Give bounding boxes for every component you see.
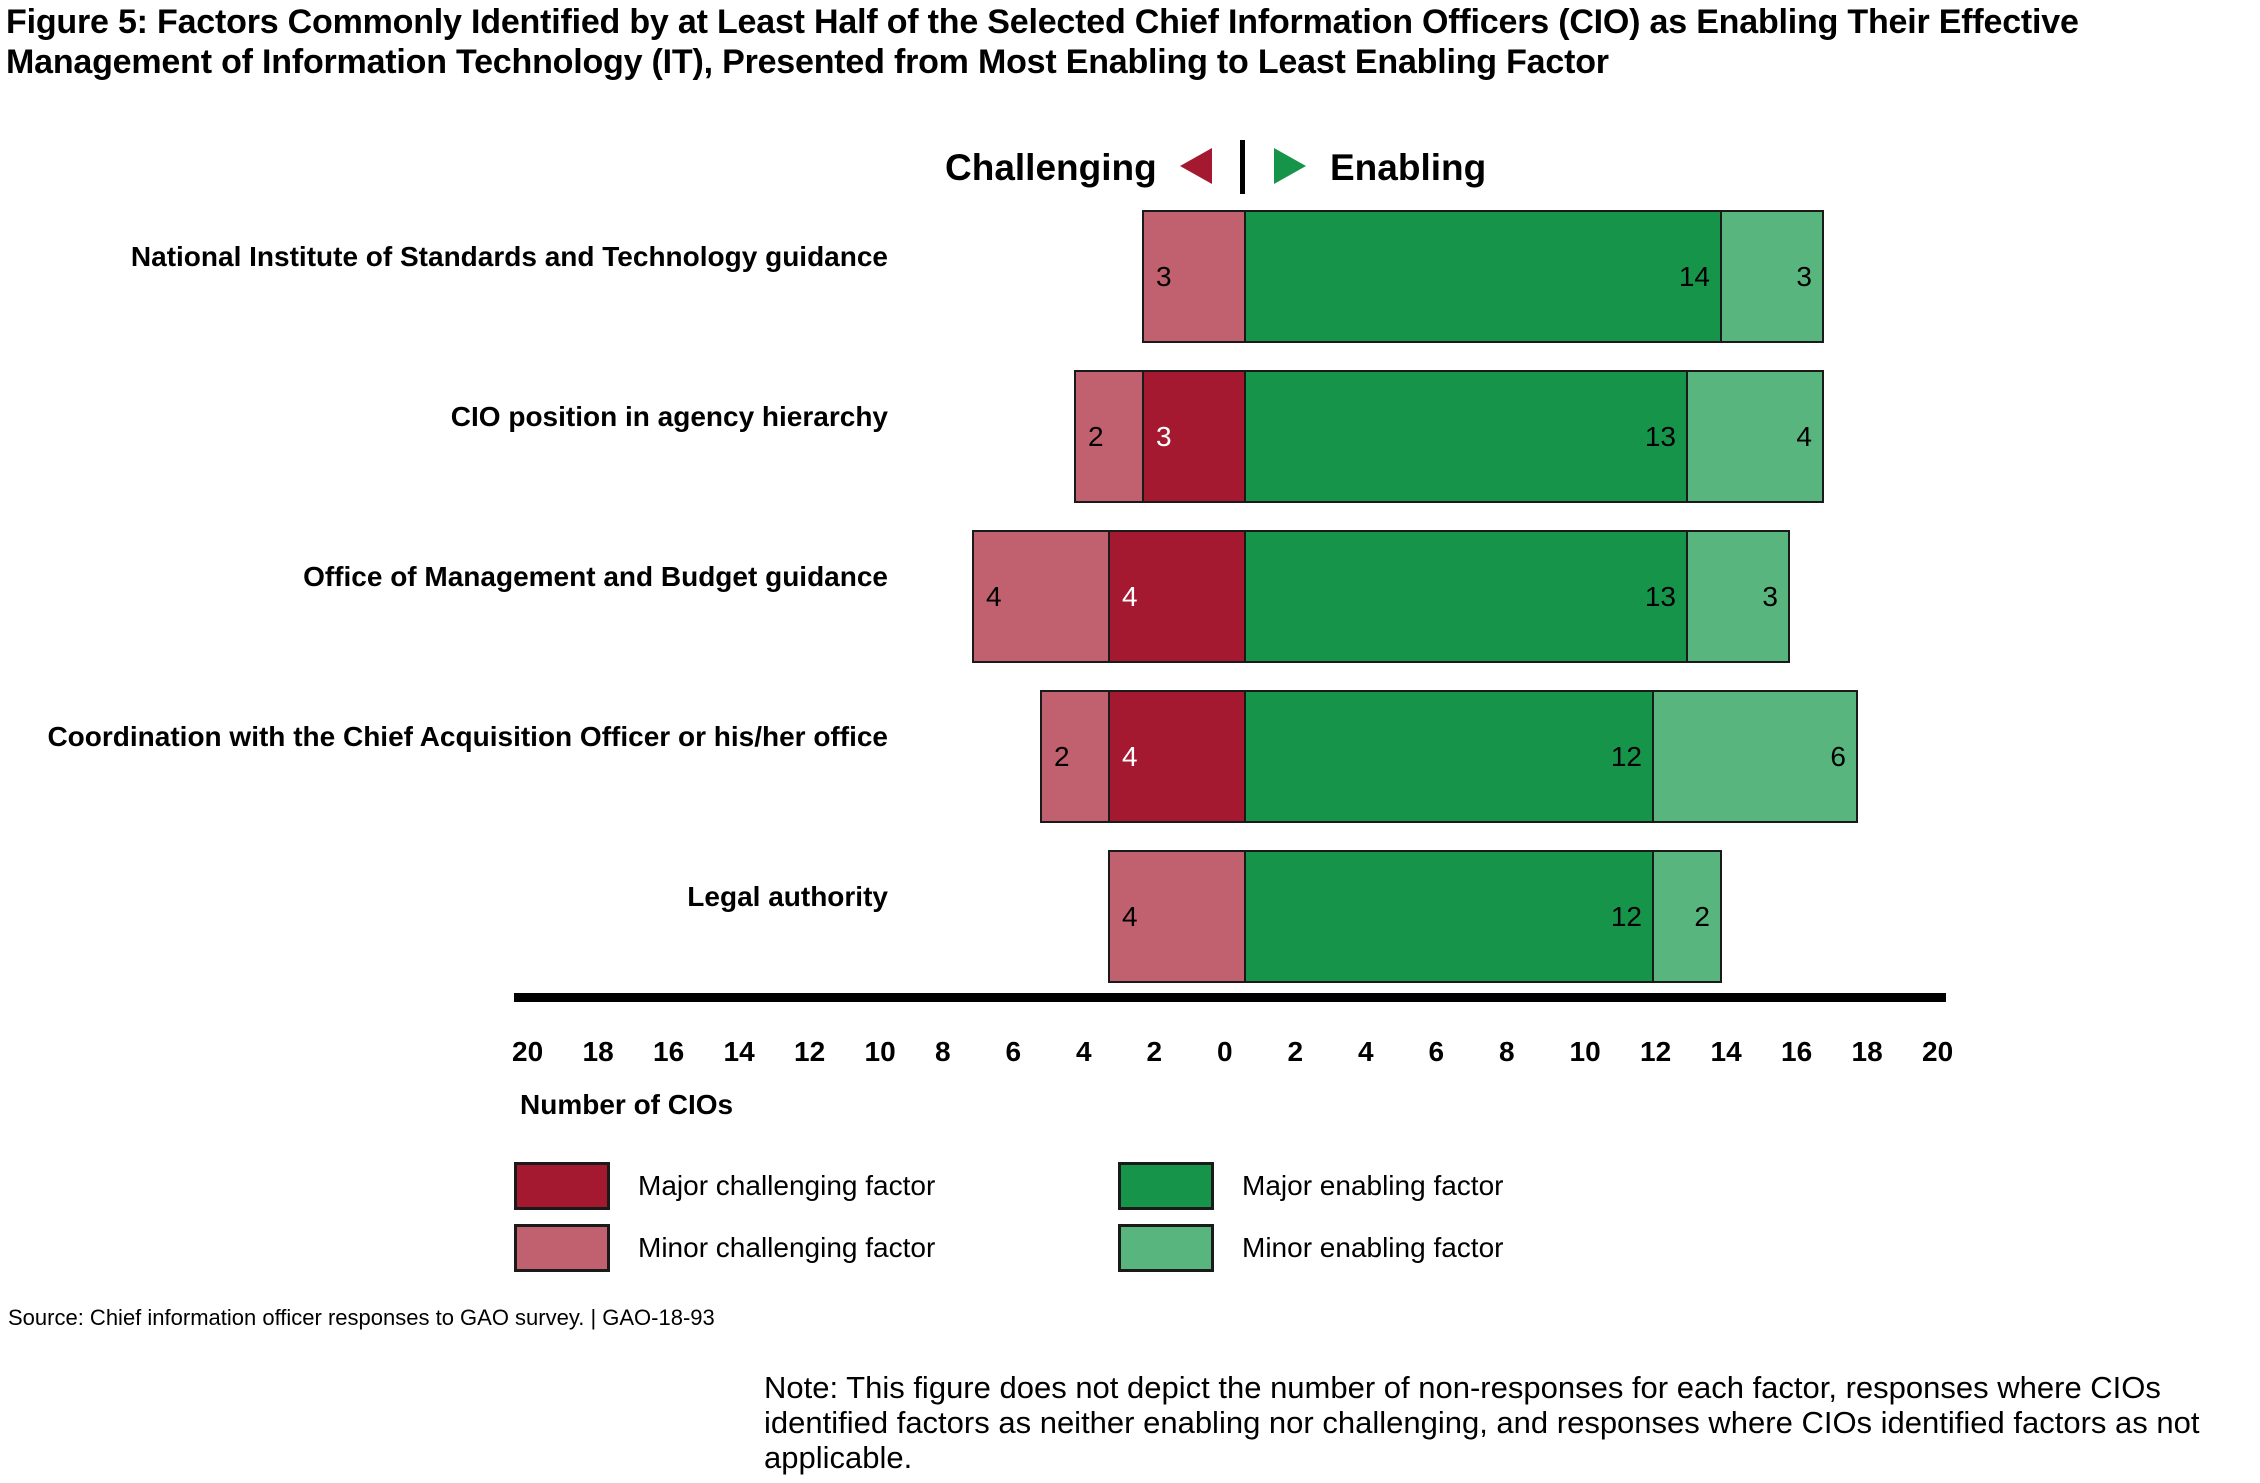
left-arrow-icon — [1180, 148, 1212, 184]
center-divider — [1240, 140, 1245, 194]
legend-swatch — [514, 1162, 610, 1210]
bar-segment-minor-challenging: 4 — [1108, 850, 1246, 983]
legend-swatch — [1118, 1162, 1214, 1210]
x-tick-label: 2 — [1146, 1036, 1163, 1067]
challenging-header: Challenging — [945, 147, 1157, 188]
bar-segment-major-enabling: 12 — [1244, 690, 1654, 823]
x-tick-label: 18 — [582, 1036, 614, 1067]
figure-title: Figure 5: Factors Commonly Identified by… — [6, 3, 2079, 81]
data-label: 3 — [1156, 260, 1172, 292]
legend-item-major-enabling: Major enabling factor — [1118, 1160, 1503, 1212]
x-tick-label: 12 — [1640, 1036, 1672, 1067]
data-label: 2 — [1088, 420, 1104, 452]
x-tick-label: 4 — [1076, 1036, 1092, 1067]
data-label: 4 — [1122, 900, 1138, 932]
x-tick-label: 2 — [1287, 1036, 1304, 1067]
x-tick-label: 4 — [1358, 1036, 1374, 1067]
x-axis-label: Number of CIOs — [520, 1089, 734, 1120]
data-label: 3 — [1156, 420, 1172, 452]
bar-segment-minor-challenging: 4 — [972, 530, 1110, 663]
x-tick-label: 6 — [1428, 1036, 1445, 1067]
category-label: Legal authority — [687, 881, 888, 912]
legend-swatch — [514, 1224, 610, 1272]
bar-segment-major-challenging: 4 — [1108, 530, 1246, 663]
data-label: 3 — [1796, 260, 1812, 292]
bar-segment-major-challenging: 3 — [1142, 370, 1246, 503]
legend-label: Major challenging factor — [638, 1170, 936, 1201]
data-label: 4 — [1122, 740, 1138, 772]
bar-segment-minor-challenging: 2 — [1040, 690, 1110, 823]
bar-segment-minor-enabling: 3 — [1686, 530, 1790, 663]
bar-segment-minor-enabling: 2 — [1652, 850, 1722, 983]
category-label: National Institute of Standards and Tech… — [130, 241, 888, 272]
bar-plot-area: 3 14 3 3 2 13 4 4 4 13 3 4 2 12 6 4 12 2 — [972, 210, 1858, 983]
x-tick-label: 14 — [1710, 1036, 1742, 1067]
legend-item-minor-challenging: Minor challenging factor — [514, 1222, 935, 1274]
data-label: 12 — [1610, 900, 1642, 932]
data-label: 14 — [1678, 260, 1710, 292]
bar-segment-major-enabling: 13 — [1244, 530, 1688, 663]
right-arrow-icon — [1274, 148, 1306, 184]
x-tick-label: 16 — [1781, 1036, 1813, 1067]
data-label: 2 — [1694, 900, 1710, 932]
data-label: 6 — [1830, 740, 1846, 772]
x-tick-label: 10 — [864, 1036, 896, 1067]
legend-item-major-challenging: Major challenging factor — [514, 1160, 935, 1212]
bar-segment-major-enabling: 12 — [1244, 850, 1654, 983]
bar-segment-major-enabling: 14 — [1244, 210, 1722, 343]
bar-segment-minor-enabling: 4 — [1686, 370, 1824, 503]
x-tick-label: 20 — [1922, 1036, 1954, 1067]
legend-label: Minor challenging factor — [638, 1232, 936, 1263]
bar-segment-minor-enabling: 6 — [1652, 690, 1858, 823]
data-label: 12 — [1610, 740, 1642, 772]
data-label: 2 — [1054, 740, 1070, 772]
data-label: 4 — [986, 580, 1002, 612]
source-note: Source: Chief information officer respon… — [8, 1305, 715, 1330]
data-label: 4 — [1122, 580, 1138, 612]
category-label: CIO position in agency hierarchy — [450, 401, 888, 432]
data-label: 13 — [1644, 580, 1676, 612]
data-label: 13 — [1644, 420, 1676, 452]
x-tick-label: 16 — [653, 1036, 685, 1067]
category-label: Office of Management and Budget guidance — [303, 561, 888, 592]
legend-item-minor-enabling: Minor enabling factor — [1118, 1222, 1503, 1274]
category-label: Coordination with the Chief Acquisition … — [47, 721, 888, 752]
legend-label: Major enabling factor — [1242, 1170, 1504, 1201]
bar-segment-major-challenging: 4 — [1108, 690, 1246, 823]
bar-segment-major-enabling: 13 — [1244, 370, 1688, 503]
enabling-header: Enabling — [1330, 147, 1487, 188]
data-label: 4 — [1796, 420, 1812, 452]
legend-label: Minor enabling factor — [1242, 1232, 1504, 1263]
x-axis-ticks: 20 18 16 14 12 10 8 6 4 2 0 2 4 6 8 10 12 14 16 18 20 — [512, 1032, 1992, 1072]
figure-note: Note: This figure does not depict the nu… — [764, 1370, 2200, 1475]
x-axis-line — [514, 993, 1946, 1002]
x-tick-label: 18 — [1851, 1036, 1883, 1067]
bar-segment-minor-challenging: 3 — [1142, 210, 1246, 343]
x-tick-label: 14 — [723, 1036, 755, 1067]
data-label: 3 — [1762, 580, 1778, 612]
x-tick-label: 6 — [1005, 1036, 1022, 1067]
x-tick-label: 20 — [512, 1036, 544, 1067]
x-tick-label: 8 — [935, 1036, 951, 1067]
x-tick-label: 0 — [1217, 1036, 1233, 1067]
x-tick-label: 12 — [794, 1036, 826, 1067]
bar-segment-minor-enabling: 3 — [1720, 210, 1824, 343]
x-tick-label: 8 — [1499, 1036, 1515, 1067]
legend-swatch — [1118, 1224, 1214, 1272]
x-tick-label: 10 — [1569, 1036, 1601, 1067]
bar-segment-minor-challenging: 2 — [1074, 370, 1144, 503]
